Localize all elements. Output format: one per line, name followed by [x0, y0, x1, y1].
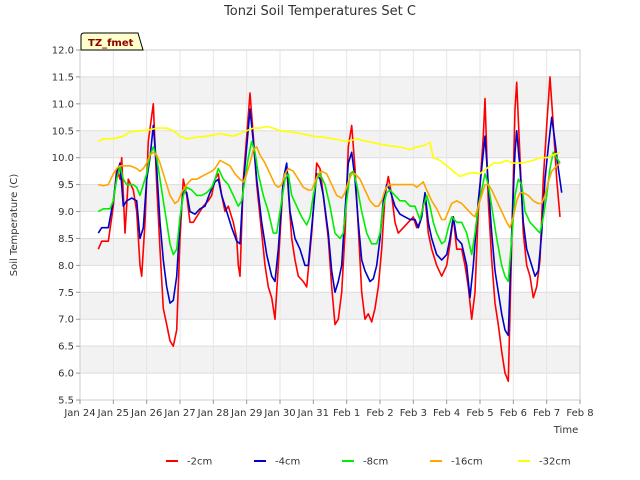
y-tick-label: 11.5 [52, 72, 74, 83]
badge-label: TZ_fmet [88, 38, 134, 49]
x-tick-label: Jan 26 [130, 408, 162, 419]
series-line-minus-4cm [97, 108, 563, 337]
background-band [80, 319, 580, 347]
series-line-minus-2cm [97, 76, 561, 382]
series-line-minus-16cm [98, 146, 561, 229]
legend-label: -4cm [275, 457, 300, 468]
y-tick-label: 7.5 [58, 288, 74, 299]
x-tick-label: Feb 4 [433, 408, 460, 419]
background-band [80, 211, 580, 239]
x-tick-label: Feb 2 [366, 408, 393, 419]
y-tick-label: 12.0 [52, 46, 74, 57]
tz-fmet-badge: TZ_fmet [80, 32, 144, 51]
x-tick-label: Feb 7 [533, 408, 560, 419]
series-lines [97, 76, 563, 382]
x-tick-label: Feb 8 [566, 408, 593, 419]
y-axis-label: Soil Temperature (C) [9, 174, 20, 277]
y-axis-ticks: 5.5 6.0 6.5 7.0 7.5 8.0 8.5 9.0 9.5 10.0 10.5 11.0 1… [52, 46, 80, 407]
series-line-minus-8cm [97, 140, 561, 283]
legend-label: -8cm [363, 457, 388, 468]
y-tick-label: 6.5 [58, 342, 74, 353]
x-tick-label: Jan 29 [230, 408, 262, 419]
x-tick-label: Jan 30 [263, 408, 295, 419]
y-tick-label: 10.5 [52, 126, 74, 137]
background-band [80, 76, 580, 104]
x-tick-label: Jan 28 [197, 408, 229, 419]
y-tick-label: 9.0 [58, 207, 74, 218]
x-axis-ticks: Jan 24 Jan 25 Jan 26 Jan 27 Jan 28 Jan 29 Jan … [63, 400, 594, 419]
y-tick-label: 6.0 [58, 369, 74, 380]
y-tick-label: 9.5 [58, 180, 74, 191]
background-band [80, 292, 580, 320]
y-tick-label: 8.5 [58, 234, 74, 245]
legend: -2cm -4cm -8cm -16cm -32cm [166, 457, 571, 468]
x-tick-label: Jan 25 [97, 408, 129, 419]
background-band [80, 346, 580, 374]
background-band [80, 130, 580, 158]
background-band [80, 373, 580, 400]
x-tick-label: Feb 6 [500, 408, 527, 419]
chart-title: Tonzi Soil Temperatures Set C [223, 4, 416, 19]
legend-label: -32cm [539, 457, 571, 468]
x-tick-label: Feb 3 [400, 408, 427, 419]
background-band [80, 50, 580, 77]
legend-label: -16cm [451, 457, 483, 468]
y-tick-label: 5.5 [58, 396, 74, 407]
x-tick-label: Jan 31 [297, 408, 329, 419]
x-tick-label: Feb 1 [333, 408, 360, 419]
series-line-minus-32cm [97, 125, 561, 178]
y-tick-label: 10.0 [52, 153, 74, 164]
plot-background-bands [80, 50, 580, 400]
y-tick-label: 8.0 [58, 261, 74, 272]
x-tick-label: Feb 5 [466, 408, 493, 419]
y-tick-label: 11.0 [52, 99, 74, 110]
legend-label: -2cm [187, 457, 212, 468]
x-tick-label: Jan 27 [163, 408, 195, 419]
background-band [80, 103, 580, 131]
plot-area-frame [79, 49, 581, 401]
y-tick-label: 7.0 [58, 315, 74, 326]
badge-box [80, 32, 144, 51]
x-tick-label: Jan 24 [63, 408, 95, 419]
x-axis-label: Time [553, 425, 578, 436]
